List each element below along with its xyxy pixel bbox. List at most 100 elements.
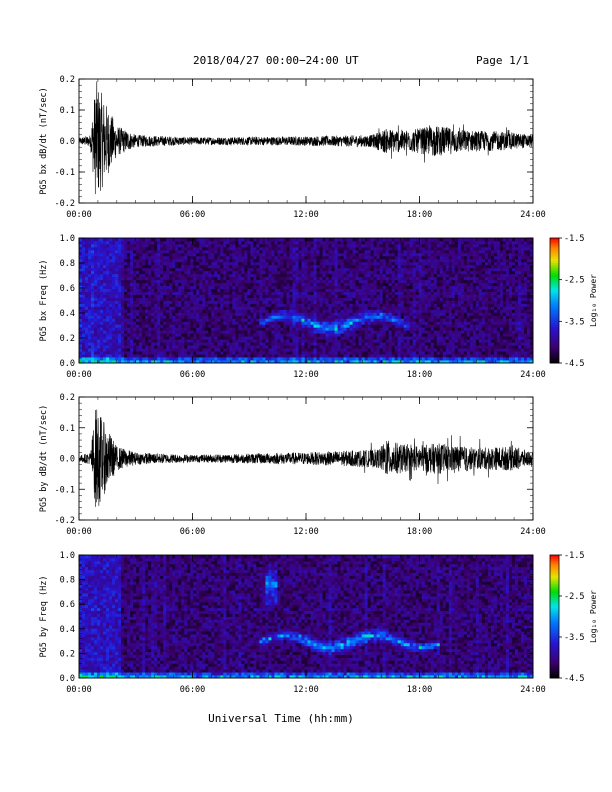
heatmap-cell [166, 261, 170, 266]
heatmap-cell [205, 360, 209, 364]
heatmap-cell [112, 303, 116, 307]
heatmap-cell [211, 342, 215, 346]
heatmap-cell [259, 330, 263, 334]
heatmap-cell [142, 324, 146, 328]
heatmap-cell [79, 348, 83, 352]
heatmap-cell [235, 252, 239, 257]
heatmap-cell [190, 255, 194, 260]
heatmap-cell [205, 238, 209, 242]
heatmap-cell [172, 297, 176, 301]
heatmap-cell [79, 238, 83, 242]
heatmap-cell [316, 327, 320, 331]
heatmap-cell [148, 276, 152, 281]
heatmap-cell [361, 258, 366, 263]
heatmap-cell [319, 321, 323, 325]
heatmap-cell [382, 246, 387, 251]
heatmap-cell [238, 318, 242, 322]
heatmap-cell [181, 354, 185, 358]
heatmap-cell [223, 345, 227, 349]
heatmap-cell [190, 312, 194, 316]
heatmap-cell [160, 238, 164, 242]
heatmap-cell [343, 300, 347, 304]
heatmap-cell [238, 309, 242, 313]
heatmap-cell [241, 240, 245, 245]
heatmap-cell [337, 336, 341, 340]
heatmap-cell [370, 306, 375, 310]
heatmap-cell [187, 276, 191, 281]
heatmap-cell [325, 285, 329, 289]
heatmap-cell [148, 345, 152, 349]
heatmap-cell [142, 357, 146, 361]
heatmap-cell [229, 246, 233, 251]
heatmap-cell [148, 333, 152, 337]
heatmap-cell [253, 303, 257, 307]
heatmap-cell [277, 291, 281, 295]
heatmap-cell [256, 360, 260, 364]
heatmap-cell [412, 324, 417, 328]
heatmap-cell [331, 318, 335, 322]
heatmap-cell [361, 288, 366, 292]
heatmap-cell [283, 288, 287, 292]
heatmap-cell [166, 267, 170, 272]
heatmap-cell [223, 303, 227, 307]
heatmap-cell [280, 297, 284, 301]
heatmap-cell [358, 360, 363, 364]
heatmap-cell [397, 270, 402, 275]
heatmap-cell [268, 312, 272, 316]
heatmap-cell [136, 288, 140, 292]
heatmap-cell [358, 273, 363, 278]
heatmap-cell [169, 312, 173, 316]
heatmap-cell [172, 264, 176, 269]
heatmap-cell [124, 306, 128, 310]
heatmap-cell [256, 330, 260, 334]
heatmap-cell [247, 264, 251, 269]
heatmap-cell [337, 288, 341, 292]
heatmap-cell [130, 348, 134, 352]
heatmap-cell [388, 297, 393, 301]
heatmap-cell [178, 285, 182, 289]
heatmap-cell [79, 312, 83, 316]
heatmap-cell [238, 252, 242, 257]
heatmap-cell [136, 354, 140, 358]
heatmap-cell [247, 315, 251, 319]
heatmap-cell [229, 261, 233, 266]
heatmap-cell [250, 255, 254, 260]
heatmap-cell [253, 270, 257, 275]
heatmap-cell [373, 330, 378, 334]
heatmap-cell [286, 279, 290, 284]
heatmap-cell [361, 282, 366, 287]
heatmap-cell [85, 309, 89, 313]
heatmap-cell [148, 300, 152, 304]
heatmap-cell [91, 294, 95, 298]
heatmap-cell [316, 351, 320, 355]
heatmap-cell [85, 279, 89, 284]
heatmap-cell [208, 324, 212, 328]
heatmap-cell [226, 360, 230, 364]
heatmap-cell [346, 303, 350, 307]
heatmap-cell [334, 342, 338, 346]
heatmap-cell [217, 330, 221, 334]
heatmap-cell [223, 336, 227, 340]
heatmap-cell [361, 312, 366, 316]
heatmap-cell [121, 309, 125, 313]
heatmap-cell [175, 306, 179, 310]
heatmap-cell [268, 279, 272, 284]
heatmap-cell [184, 327, 188, 331]
heatmap-cell [199, 246, 203, 251]
heatmap-cell [277, 294, 281, 298]
heatmap-cell [205, 354, 209, 358]
heatmap-cell [190, 294, 194, 298]
heatmap-cell [418, 324, 423, 328]
heatmap-cell [340, 246, 344, 251]
heatmap-cell [238, 285, 242, 289]
heatmap-cell [334, 282, 338, 287]
heatmap-cell [388, 306, 393, 310]
heatmap-cell [205, 357, 209, 361]
heatmap-cell [106, 270, 110, 275]
heatmap-cell [283, 318, 287, 322]
heatmap-cell [337, 345, 341, 349]
heatmap-cell [163, 336, 167, 340]
heatmap-cell [85, 294, 89, 298]
heatmap-cell [346, 354, 350, 358]
heatmap-cell [361, 327, 366, 331]
